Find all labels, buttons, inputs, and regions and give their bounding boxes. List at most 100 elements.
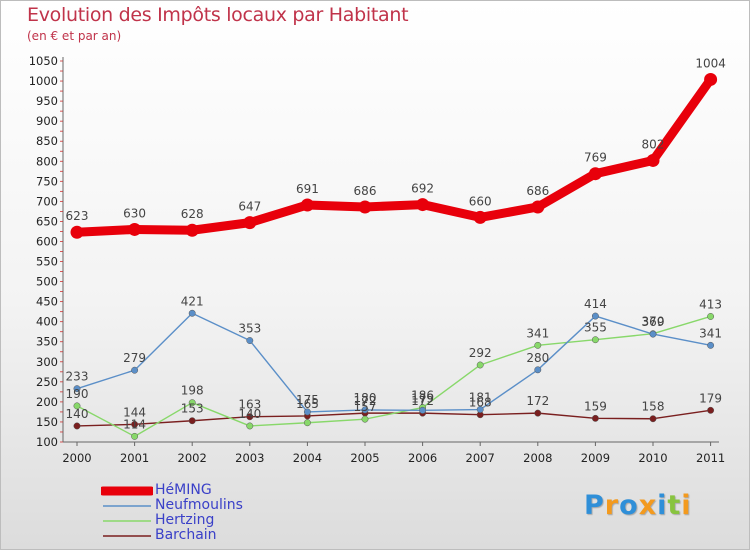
data-label-hming: 630	[123, 206, 146, 220]
data-label-hertzing: 186	[411, 389, 434, 403]
y-tick-label: 700	[36, 194, 58, 208]
data-label-neufmoulins: 341	[699, 326, 722, 340]
data-label-neufmoulins: 233	[66, 370, 89, 384]
data-label-hming: 686	[526, 184, 549, 198]
x-tick-label: 2010	[638, 451, 667, 465]
data-label-hming: 691	[296, 182, 319, 196]
data-label-neufmoulins: 181	[469, 391, 492, 405]
data-label-barchain: 163	[238, 398, 261, 412]
data-label-hertzing: 413	[699, 297, 722, 311]
data-point-hertzing	[188, 399, 196, 407]
y-tick-label: 200	[36, 395, 58, 409]
data-label-barchain: 172	[526, 394, 549, 408]
y-tick-label: 500	[36, 275, 58, 289]
data-point-neufmoulins	[591, 312, 599, 320]
logo-letter: r	[604, 490, 620, 521]
y-tick-label: 850	[36, 134, 58, 148]
y-tick-label: 350	[36, 335, 58, 349]
data-point-neufmoulins	[73, 385, 81, 393]
logo-letter: o	[619, 490, 639, 521]
data-label-hertzing: 198	[181, 384, 204, 398]
data-point-hming	[704, 72, 718, 86]
data-label-barchain: 179	[699, 391, 722, 405]
x-tick-label: 2003	[235, 451, 264, 465]
series-line-neufmoulins	[76, 312, 712, 413]
data-point-hming	[416, 198, 430, 212]
data-label-hming: 660	[469, 194, 492, 208]
data-point-neufmoulins	[707, 341, 715, 349]
logo-letter: i	[657, 490, 668, 521]
data-point-hertzing	[476, 361, 484, 369]
data-label-neufmoulins: 279	[123, 351, 146, 365]
data-label-hming: 692	[411, 182, 434, 196]
x-tick-label: 2000	[62, 451, 91, 465]
data-label-neufmoulins: 421	[181, 294, 204, 308]
legend-swatch-heming	[101, 486, 153, 496]
y-tick-label: 150	[36, 415, 58, 429]
series-line-hertzing	[76, 315, 712, 438]
data-point-hertzing	[534, 341, 542, 349]
data-point-neufmoulins	[476, 406, 484, 413]
legend-label-neufmoulins: Neufmoulins	[155, 497, 243, 513]
legend-swatch-hertzing	[103, 520, 151, 522]
y-tick-label: 300	[36, 355, 58, 369]
legend-label-barchain: Barchain	[155, 527, 217, 543]
legend-swatch-barchain	[103, 535, 151, 537]
series-line-hming	[72, 74, 716, 237]
x-tick-label: 2008	[523, 451, 552, 465]
data-point-neufmoulins	[246, 337, 254, 344]
data-label-barchain: 153	[181, 402, 204, 416]
y-tick-label: 400	[36, 315, 58, 329]
data-point-neufmoulins	[419, 406, 427, 414]
data-label-neufmoulins: 369	[642, 315, 665, 329]
y-tick-label: 100	[36, 435, 58, 449]
data-label-barchain: 140	[66, 407, 89, 421]
data-label-hertzing: 114	[123, 417, 146, 431]
data-label-hming: 623	[66, 209, 89, 223]
x-tick-label: 2006	[408, 451, 437, 465]
data-point-hming	[185, 223, 199, 237]
data-label-barchain: 172	[354, 394, 377, 408]
data-point-hming	[473, 210, 487, 224]
data-point-hertzing	[361, 415, 369, 423]
data-label-barchain: 165	[296, 397, 319, 411]
y-tick-label: 750	[36, 174, 58, 188]
data-point-barchain	[707, 406, 715, 414]
data-label-neufmoulins: 180	[354, 391, 377, 405]
chart-axes: 100 150 200 250 300 350 400 450 500 550 600 650 700 7…	[29, 54, 726, 465]
data-point-hming	[531, 200, 545, 214]
data-label-hertzing: 370	[642, 315, 665, 329]
logo-letter: x	[638, 490, 658, 521]
data-label-hertzing: 190	[66, 387, 89, 401]
y-tick-label: 1000	[29, 74, 58, 88]
data-label-barchain: 172	[411, 394, 434, 408]
y-tick-label: 550	[36, 255, 58, 269]
data-label-neufmoulins: 414	[584, 297, 607, 311]
data-point-hming	[70, 225, 84, 239]
data-point-hertzing	[707, 313, 715, 320]
data-label-hertzing: 292	[469, 346, 492, 360]
data-label-neufmoulins: 353	[238, 322, 261, 336]
y-tick-label: 650	[36, 214, 58, 228]
y-tick-label: 950	[36, 94, 58, 108]
data-label-hertzing: 157	[354, 400, 377, 414]
x-tick-label: 2001	[120, 451, 149, 465]
data-point-barchain	[246, 413, 254, 421]
y-tick-label: 800	[36, 154, 58, 168]
data-point-barchain	[131, 420, 139, 428]
data-point-hertzing	[246, 422, 254, 430]
y-tick-label: 1050	[29, 54, 58, 68]
data-point-hming	[358, 200, 372, 214]
y-tick-label: 250	[36, 375, 58, 389]
data-point-hming	[588, 167, 602, 181]
x-tick-label: 2002	[178, 451, 207, 465]
data-label-barchain: 168	[469, 396, 492, 410]
data-label-barchain: 159	[584, 399, 607, 413]
proxiti-logo: Proxiti	[584, 490, 692, 521]
data-point-neufmoulins	[649, 330, 657, 338]
data-point-barchain	[649, 415, 657, 423]
y-tick-label: 900	[36, 114, 58, 128]
x-tick-label: 2007	[466, 451, 495, 465]
data-label-hming: 1004	[695, 56, 726, 70]
